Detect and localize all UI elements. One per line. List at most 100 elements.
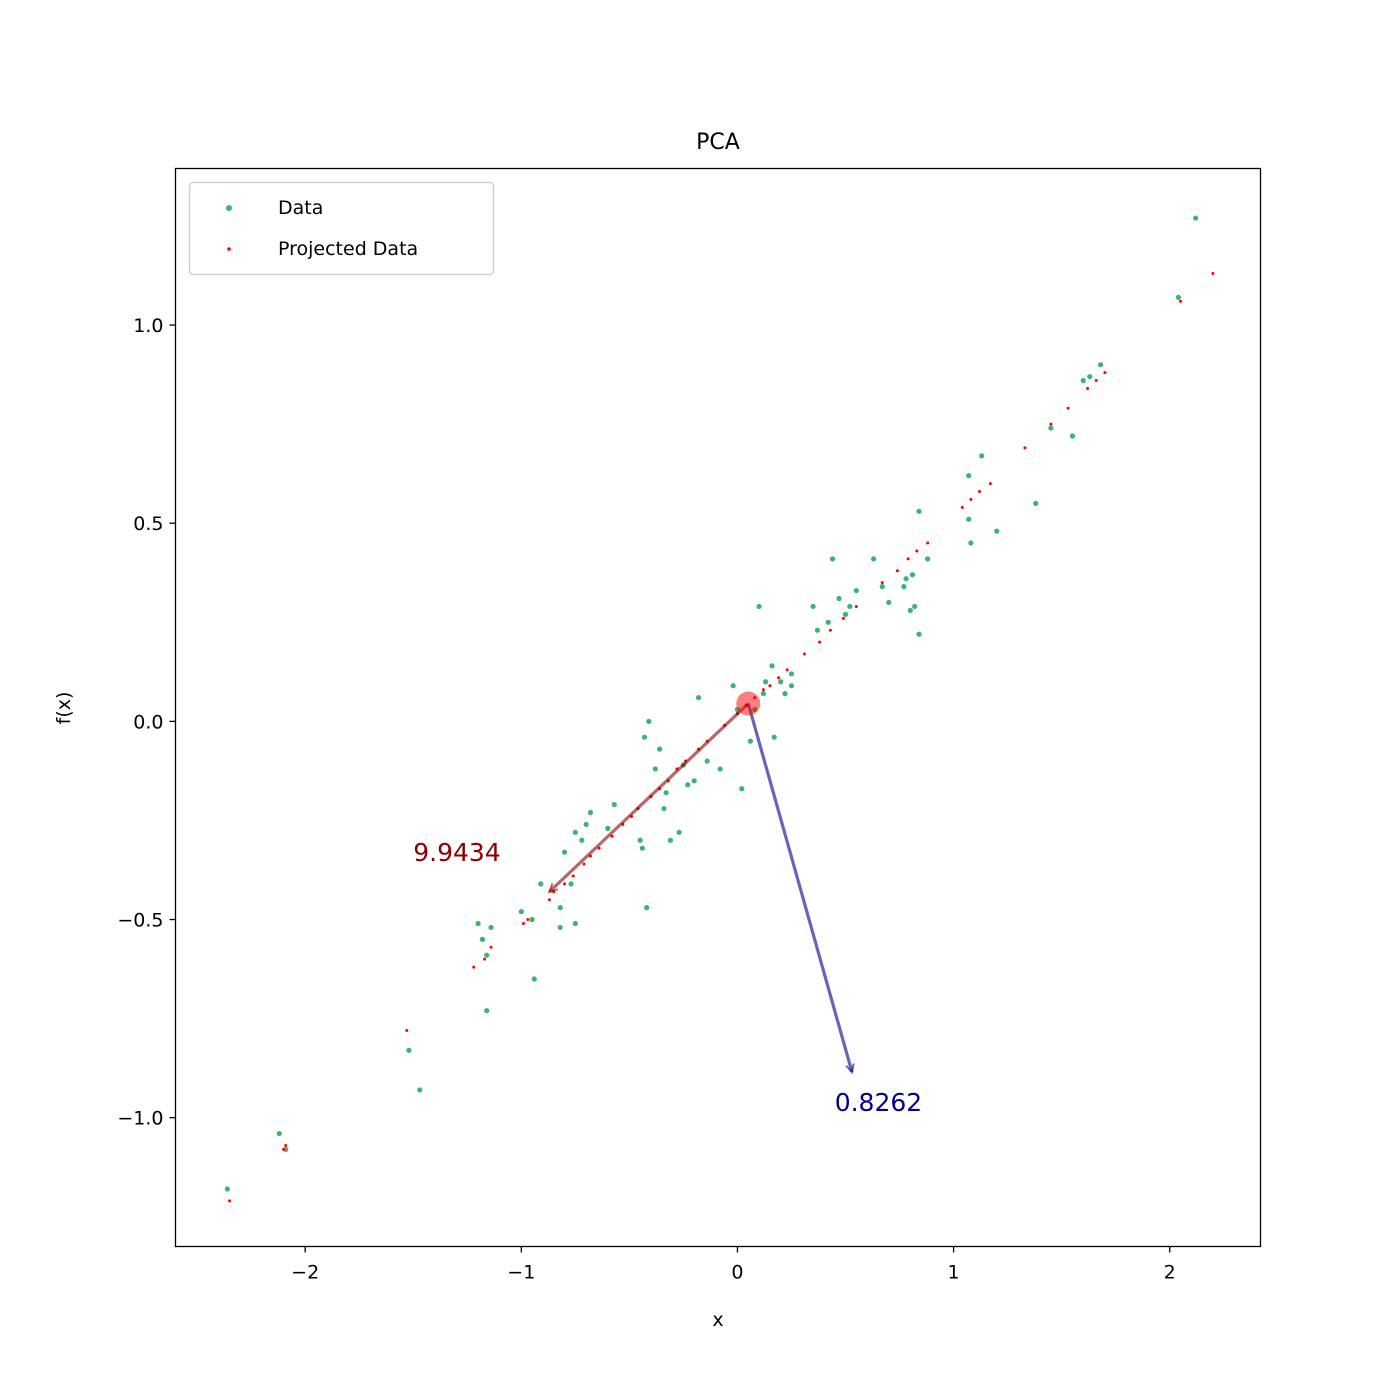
data-point [695,694,702,701]
data-point [704,758,710,764]
projected-point [1211,272,1215,276]
projected-point [960,505,964,509]
data-point [637,837,643,843]
data-point [916,631,922,637]
x-tick-label: 0 [731,1262,743,1284]
y-tick-label: −0.5 [117,910,163,932]
data-point [611,802,617,808]
projected-point [489,945,493,949]
projected-point [282,1147,286,1151]
data-point [1193,215,1199,221]
x-axis-label: x [712,1309,723,1331]
projected-point [582,862,586,866]
projected-point [768,684,772,688]
arrow-layer: 9.9434 0.8262 [413,691,922,1117]
projected-point [405,1029,409,1032]
data-point [771,734,777,740]
projected-point [841,616,845,620]
data-point [657,746,663,752]
data-point [1048,425,1054,431]
series-projected-data [228,272,1215,1203]
pc1-variance-label: 9.9434 [413,838,500,867]
data-point [788,683,795,689]
data-point [488,924,494,931]
projected-point [563,882,567,886]
data-point [847,603,853,610]
legend-label-projected: Projected Data [278,238,418,260]
data-point [909,572,916,578]
projected-point [988,482,992,486]
data-point [561,849,568,855]
y-tick-label: 1.0 [133,315,163,337]
legend-box [188,181,495,276]
data-point [1087,373,1093,380]
data-point [538,881,544,887]
data-point [518,909,524,915]
projected-point [521,922,525,925]
data-point [814,627,821,633]
data-point [853,587,859,594]
data-point [836,595,842,602]
projected-point [1086,386,1090,390]
data-point [557,905,563,911]
projected-point [472,965,476,969]
data-point [901,584,907,590]
plot-frame [174,167,1262,1248]
data-point [572,920,578,927]
data-point [968,540,974,546]
x-tick-label: 2 [1164,1262,1176,1284]
projected-point [915,549,919,553]
data-point [646,718,652,724]
data-point [1175,294,1181,300]
data-layer [224,215,1215,1203]
data-point [916,508,922,514]
data-point [886,599,892,606]
data-point [641,734,648,740]
data-point [676,829,682,835]
projected-point [880,581,884,585]
data-point [557,924,563,931]
projected-point [228,1199,232,1203]
data-point [587,809,594,816]
projected-point [1066,406,1070,410]
projected-point [785,668,789,672]
principal-component-2-arrow [746,703,852,1073]
legend: Data Projected Data [188,181,495,276]
y-tick-label: 0.0 [133,711,163,733]
projected-point [284,1143,288,1147]
legend-marker-data [226,205,232,211]
projected-point [969,497,973,501]
data-point [829,556,836,562]
data-point [583,821,589,828]
data-point [769,663,775,669]
projected-point [802,652,806,656]
data-point [994,528,1000,534]
projected-point [483,957,487,961]
data-point [879,584,885,590]
data-point [224,1186,230,1192]
x-axis-ticks: −2 −1 0 1 2 [291,1246,1176,1284]
data-point [479,936,486,942]
data-point [825,619,831,625]
series-data [224,215,1199,1192]
projected-point [526,918,530,922]
data-point [531,976,537,982]
projected-point [895,569,899,573]
data-point [730,683,736,689]
projected-point [571,874,575,878]
data-point [661,805,667,812]
data-point [417,1087,423,1093]
data-point [778,679,784,685]
data-point [979,453,985,459]
projected-point [547,898,551,902]
projected-point [1094,379,1098,383]
data-point [760,691,766,697]
projected-point [854,604,858,608]
data-point [903,576,909,582]
data-point [667,837,674,843]
data-point [579,837,585,843]
x-tick-label: 1 [948,1262,960,1284]
data-point [1033,500,1039,506]
data-point [406,1047,412,1053]
data-point [966,473,972,479]
